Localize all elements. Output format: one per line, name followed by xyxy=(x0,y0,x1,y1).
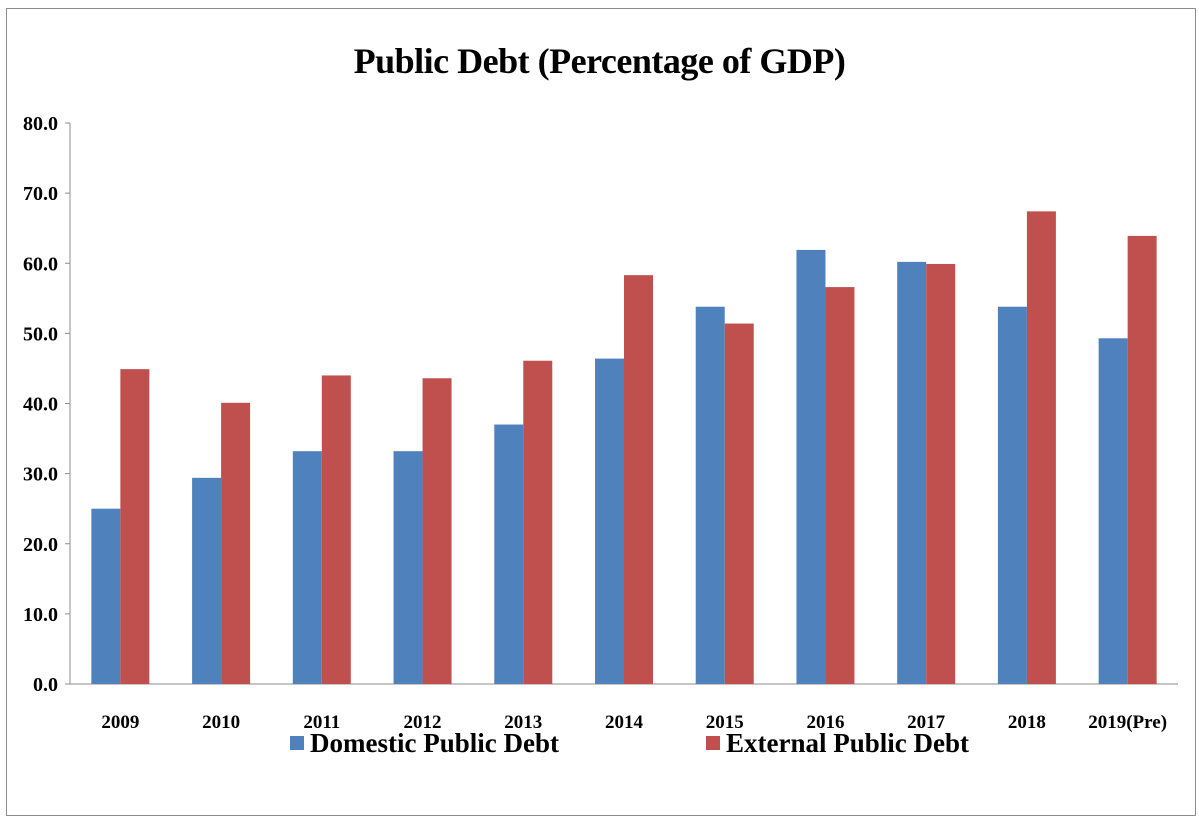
chart-bars xyxy=(91,211,1157,685)
bar-domestic xyxy=(997,306,1027,684)
x-tick-label: 2012 xyxy=(404,712,442,733)
bar-domestic xyxy=(91,508,121,684)
x-tick-label: 2017 xyxy=(907,712,946,733)
x-tick-label: 2010 xyxy=(202,712,240,733)
bar-external xyxy=(1026,211,1056,685)
x-tick-label: 2013 xyxy=(504,712,542,733)
bar-domestic xyxy=(494,424,524,684)
y-tick-label: 10.0 xyxy=(23,604,58,626)
x-tick-label: 2011 xyxy=(303,712,340,733)
y-tick-label: 40.0 xyxy=(23,394,58,416)
bar-external xyxy=(724,323,754,684)
chart-title: Public Debt (Percentage of GDP) xyxy=(353,41,846,81)
bar-external xyxy=(523,360,553,684)
chart-labels: 0.0 10.0 20.0 30.0 40.0 50.0 60.0 70.0 80.0 2009 2… xyxy=(23,113,1167,733)
x-tick-label: 2019(Pre) xyxy=(1088,712,1167,733)
y-tick-label: 80.0 xyxy=(23,113,58,135)
bar-domestic xyxy=(695,306,725,684)
legend-swatch-domestic xyxy=(290,736,304,750)
legend-label-domestic: Domestic Public Debt xyxy=(310,727,559,758)
bar-external xyxy=(1127,235,1157,684)
bar-domestic xyxy=(292,451,322,684)
bar-external xyxy=(120,369,150,684)
bar-domestic xyxy=(595,358,624,684)
bar-external xyxy=(422,378,452,684)
y-tick-label: 30.0 xyxy=(23,464,58,486)
bar-domestic xyxy=(897,261,927,684)
bar-domestic xyxy=(393,451,423,684)
legend-item-domestic: Domestic Public Debt xyxy=(290,726,559,760)
legend-label-external: External Public Debt xyxy=(726,727,969,758)
y-tick-label: 70.0 xyxy=(23,183,58,205)
x-tick-label: 2016 xyxy=(806,712,844,733)
x-tick-label: 2009 xyxy=(101,712,139,733)
x-tick-label: 2014 xyxy=(605,712,644,733)
bar-external xyxy=(321,375,351,684)
x-tick-label: 2015 xyxy=(706,712,744,733)
bar-external xyxy=(624,275,653,684)
legend-item-external: External Public Debt xyxy=(706,726,969,760)
y-tick-label: 60.0 xyxy=(23,253,58,275)
bar-domestic xyxy=(192,477,222,684)
x-tick-label: 2018 xyxy=(1008,712,1046,733)
y-tick-label: 20.0 xyxy=(23,534,58,556)
y-tick-label: 0.0 xyxy=(33,674,58,696)
y-tick-label: 50.0 xyxy=(23,323,58,345)
bar-external xyxy=(221,402,251,684)
legend-swatch-external xyxy=(706,736,720,750)
bar-domestic xyxy=(1098,338,1128,684)
bar-domestic xyxy=(796,249,826,684)
bar-external xyxy=(926,263,956,684)
bar-external xyxy=(825,287,855,684)
